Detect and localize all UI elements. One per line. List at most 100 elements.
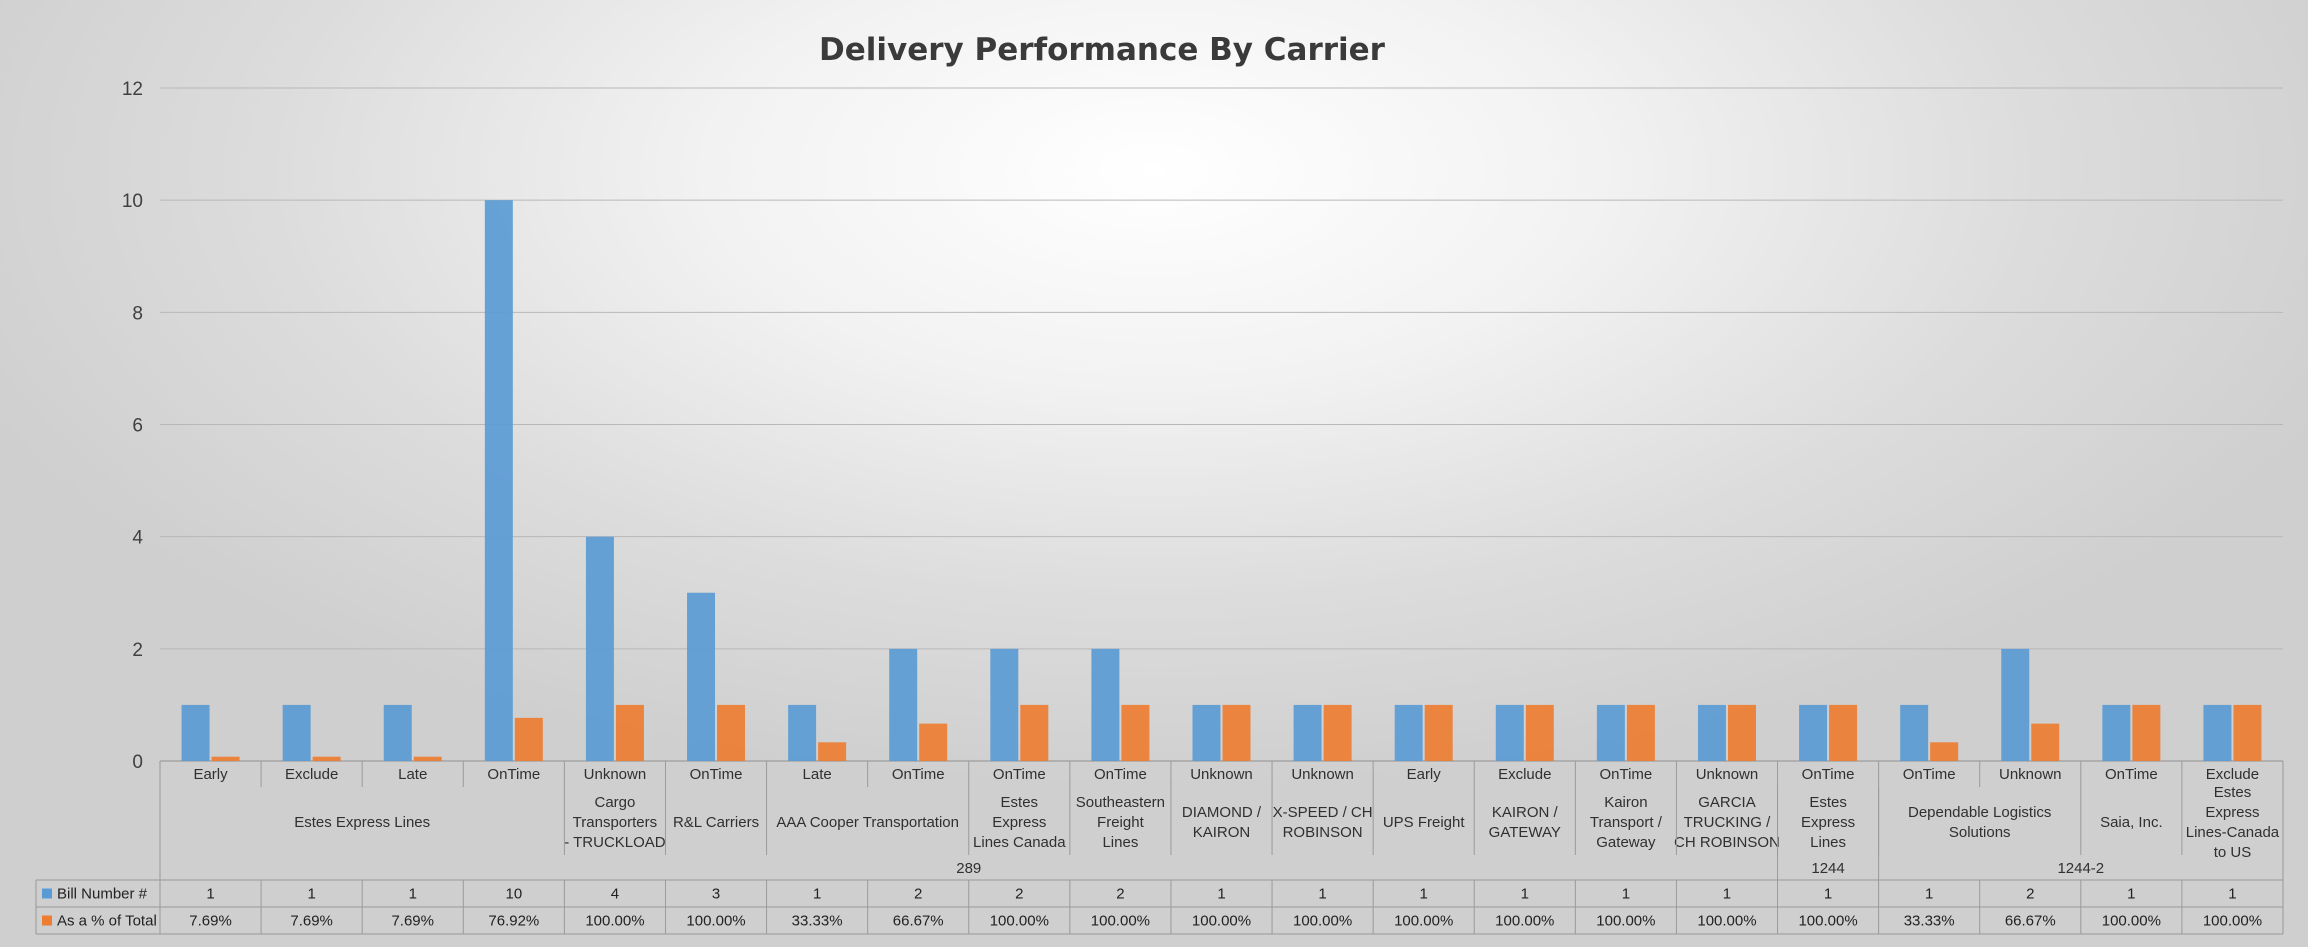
bar-bill-number (383, 704, 412, 761)
bar-percent-total (514, 717, 543, 761)
y-tick-label: 8 (132, 303, 143, 324)
bar-percent-total (2132, 704, 2161, 761)
percent-total-value: 100.00% (1495, 913, 1554, 930)
bill-number-value: 2 (1015, 886, 1023, 903)
bar-bill-number (1697, 704, 1726, 761)
carrier-label: Estes Express Lines (1801, 794, 1855, 851)
carrier-label: UPS Freight (1383, 814, 1466, 831)
carrier-label: Saia, Inc. (2100, 814, 2163, 831)
bill-number-value: 2 (2026, 886, 2034, 903)
carrier-label: KAIRON / GATEWAY (1489, 804, 1561, 841)
bar-percent-total (2233, 704, 2262, 761)
y-tick-label: 4 (132, 528, 143, 549)
group-label: 1244 (1811, 860, 1844, 877)
bar-percent-total (2031, 723, 2060, 761)
bill-number-value: 3 (712, 886, 720, 903)
status-label: OnTime (690, 766, 743, 783)
carrier-label: Southeastern Freight Lines (1076, 794, 1165, 851)
gridlines (160, 87, 2283, 762)
bar-percent-total (1829, 704, 1858, 761)
legend-label: As a % of Total (57, 913, 157, 930)
bar-percent-total (1525, 704, 1554, 761)
bar-percent-total (1323, 704, 1352, 761)
bar-percent-total (312, 756, 341, 761)
bill-number-value: 1 (2228, 886, 2236, 903)
status-label: Exclude (285, 766, 338, 783)
bar-bill-number (1495, 704, 1524, 761)
bill-number-value: 1 (307, 886, 315, 903)
bill-number-value: 1 (1622, 886, 1630, 903)
percent-total-value: 100.00% (990, 913, 1049, 930)
y-tick-label: 0 (132, 752, 143, 773)
bill-number-value: 10 (505, 886, 522, 903)
percent-total-value: 100.00% (1798, 913, 1857, 930)
bill-number-value: 1 (1318, 886, 1326, 903)
bill-number-value: 1 (206, 886, 214, 903)
bar-percent-total (1727, 704, 1756, 761)
carrier-label: X-SPEED / CH ROBINSON (1273, 804, 1373, 841)
carrier-label: DIAMOND / KAIRON (1182, 804, 1262, 841)
status-label: Late (803, 766, 832, 783)
bar-percent-total (1222, 704, 1251, 761)
bill-number-value: 1 (1217, 886, 1225, 903)
bar-bill-number (1091, 648, 1120, 761)
percent-total-value: 100.00% (686, 913, 745, 930)
percent-total-value: 7.69% (290, 913, 333, 930)
bill-number-value: 1 (1521, 886, 1529, 903)
carrier-label: Cargo Transporters - TRUCKLOAD (564, 794, 666, 851)
bar-percent-total (717, 704, 746, 761)
status-label: OnTime (1094, 766, 1147, 783)
carrier-label: GARCIA TRUCKING / CH ROBINSON (1674, 794, 1780, 851)
bill-number-value: 1 (2127, 886, 2135, 903)
y-tick-label: 10 (122, 191, 143, 212)
bar-bill-number (1799, 704, 1828, 761)
bar-percent-total (413, 756, 442, 761)
category-axis-table: Early Exclude Late OnTime Unknown OnTime Late O… (159, 761, 2284, 880)
bar-bill-number (687, 592, 716, 761)
percent-total-value: 100.00% (585, 913, 644, 930)
y-tick-label: 6 (132, 416, 143, 437)
status-label: Unknown (1190, 766, 1253, 783)
bar-bill-number (1900, 704, 1929, 761)
legend-label: Bill Number # (57, 886, 148, 903)
bill-number-value: 1 (1824, 886, 1832, 903)
percent-total-value: 33.33% (1904, 913, 1955, 930)
bar-percent-total (1121, 704, 1150, 761)
bill-number-value: 2 (914, 886, 922, 903)
status-label: OnTime (993, 766, 1046, 783)
y-tick-label: 12 (122, 79, 143, 100)
bill-number-value: 2 (1116, 886, 1124, 903)
bar-percent-total (211, 756, 240, 761)
legend-swatch (42, 915, 52, 926)
percent-total-value: 100.00% (2102, 913, 2161, 930)
status-label: Unknown (1696, 766, 1759, 783)
status-label: OnTime (1802, 766, 1855, 783)
status-label: OnTime (892, 766, 945, 783)
bar-bill-number (484, 200, 513, 761)
bar-percent-total (818, 742, 847, 761)
chart-title: Delivery Performance By Carrier (819, 32, 1386, 68)
status-label: OnTime (1599, 766, 1652, 783)
carrier-label: R&L Carriers (673, 814, 759, 831)
bill-number-value: 4 (611, 886, 619, 903)
status-label: Unknown (1291, 766, 1354, 783)
bar-percent-total (1930, 742, 1959, 761)
bill-number-value: 1 (1723, 886, 1731, 903)
bar-percent-total (1424, 704, 1453, 761)
bar-bill-number (990, 648, 1019, 761)
status-label: OnTime (1903, 766, 1956, 783)
percent-total-value: 100.00% (1596, 913, 1655, 930)
bar-bill-number (1293, 704, 1322, 761)
bar-bill-number (2001, 648, 2030, 761)
carrier-label: Kairon Transport / Gateway (1590, 794, 1663, 851)
percent-total-value: 76.92% (488, 913, 539, 930)
status-label: Early (193, 766, 228, 783)
bill-number-value: 1 (409, 886, 417, 903)
bars (181, 200, 2262, 761)
status-label: Late (398, 766, 427, 783)
status-label: OnTime (487, 766, 540, 783)
status-label: Unknown (584, 766, 647, 783)
percent-total-value: 7.69% (391, 913, 434, 930)
bar-percent-total (615, 704, 644, 761)
